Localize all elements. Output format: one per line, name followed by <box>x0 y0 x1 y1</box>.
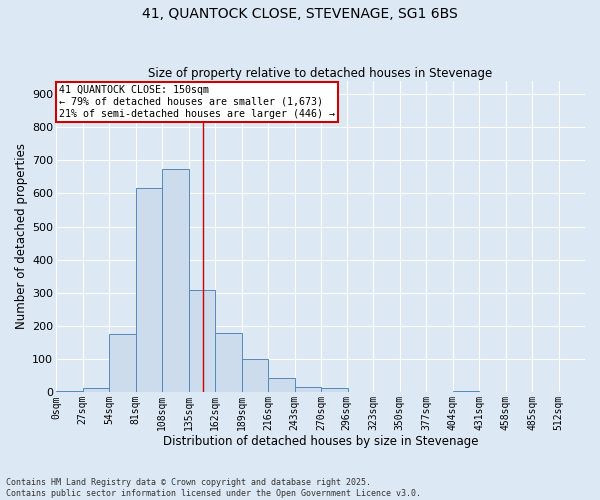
Bar <box>321 388 347 392</box>
Bar <box>242 359 268 392</box>
Bar <box>109 334 136 392</box>
Title: Size of property relative to detached houses in Stevenage: Size of property relative to detached ho… <box>148 66 493 80</box>
Text: 41 QUANTOCK CLOSE: 150sqm
← 79% of detached houses are smaller (1,673)
21% of se: 41 QUANTOCK CLOSE: 150sqm ← 79% of detac… <box>59 86 335 118</box>
Bar <box>162 168 188 392</box>
Text: Contains HM Land Registry data © Crown copyright and database right 2025.
Contai: Contains HM Land Registry data © Crown c… <box>6 478 421 498</box>
Bar <box>295 386 321 392</box>
Text: 41, QUANTOCK CLOSE, STEVENAGE, SG1 6BS: 41, QUANTOCK CLOSE, STEVENAGE, SG1 6BS <box>142 8 458 22</box>
Bar <box>83 388 109 392</box>
Bar <box>188 290 215 393</box>
Bar <box>56 390 83 392</box>
Bar <box>452 390 479 392</box>
X-axis label: Distribution of detached houses by size in Stevenage: Distribution of detached houses by size … <box>163 434 478 448</box>
Bar <box>215 332 242 392</box>
Bar <box>268 378 295 392</box>
Y-axis label: Number of detached properties: Number of detached properties <box>15 144 28 330</box>
Bar <box>136 188 162 392</box>
